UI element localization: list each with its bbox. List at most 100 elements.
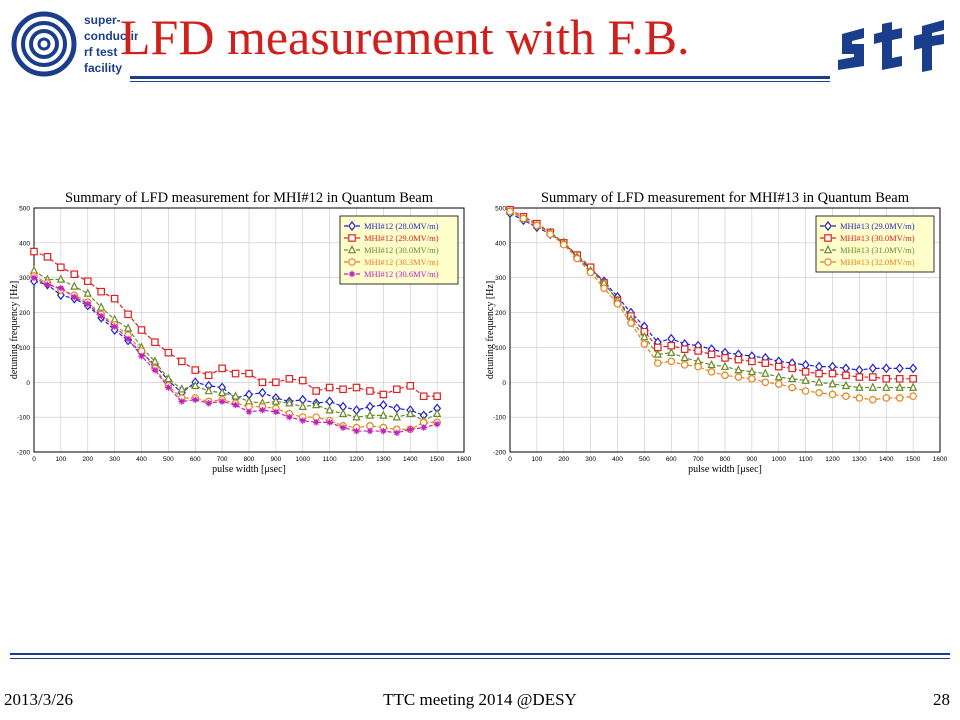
- data-point: [613, 300, 622, 308]
- y-tick-label: 200: [495, 310, 506, 317]
- data-point: [506, 207, 514, 216]
- y-axis-label: detuning frequency [Hz]: [485, 281, 496, 379]
- legend-marker: [348, 270, 356, 278]
- legend-marker: [823, 244, 833, 254]
- data-point: [909, 375, 917, 383]
- data-point: [761, 378, 770, 387]
- stf-logo: [832, 14, 952, 74]
- data-point: [151, 338, 159, 347]
- y-tick-label: 100: [19, 345, 30, 352]
- data-point: [204, 385, 213, 395]
- y-tick-label: -200: [493, 450, 506, 457]
- data-point: [366, 387, 374, 395]
- legend-marker: [348, 221, 356, 231]
- data-point: [546, 230, 555, 238]
- x-tick-label: 1100: [799, 456, 813, 463]
- data-point: [97, 312, 105, 320]
- data-point: [519, 214, 528, 223]
- data-point: [815, 388, 823, 397]
- data-point: [801, 368, 810, 376]
- slide-title: LFD measurement with F.B.: [120, 9, 690, 65]
- series-4: [506, 207, 917, 404]
- data-point: [828, 378, 837, 388]
- data-point: [653, 349, 662, 358]
- data-point: [299, 417, 306, 424]
- data-point: [285, 375, 294, 383]
- data-point: [165, 384, 172, 391]
- x-tick-label: 900: [270, 456, 281, 463]
- legend-marker: [824, 221, 832, 231]
- x-tick-label: 100: [531, 456, 542, 463]
- x-tick-label: 1300: [376, 456, 391, 463]
- data-point: [895, 382, 904, 391]
- y-tick-label: 0: [26, 380, 30, 387]
- data-point: [56, 274, 66, 283]
- data-point: [393, 429, 401, 437]
- x-tick-label: 1600: [457, 456, 472, 463]
- x-tick-label: 400: [136, 456, 147, 463]
- data-point: [433, 420, 441, 428]
- data-point: [747, 366, 757, 376]
- legend-label: MHI#12 (30.0MV/m): [364, 245, 439, 255]
- data-point: [111, 323, 118, 330]
- x-tick-label: 600: [666, 456, 677, 463]
- data-point: [44, 281, 51, 288]
- data-point: [869, 395, 877, 404]
- data-point: [70, 281, 79, 290]
- data-point: [868, 382, 877, 391]
- data-point: [272, 378, 280, 387]
- x-tick-label: 800: [720, 456, 731, 463]
- chart-mhi13: Summary of LFD measurement for MHI#13 in…: [484, 186, 954, 487]
- data-point: [245, 408, 253, 416]
- data-point: [533, 221, 541, 230]
- legend-label: MHI#13 (29.0MV/m): [840, 221, 915, 231]
- data-point: [353, 427, 360, 435]
- legend-box: [815, 215, 935, 273]
- x-tick-label: 1600: [933, 456, 948, 463]
- data-point: [855, 373, 864, 381]
- footer-divider-thin: [10, 658, 950, 659]
- data-point: [680, 345, 689, 353]
- data-point: [379, 390, 388, 399]
- data-point: [83, 288, 92, 297]
- chart-legend: MHI#12 (28.0MV/m) MHI#12 (29.0MV/m) MHI#12…: [339, 215, 459, 285]
- data-point: [124, 335, 132, 342]
- y-tick-label: 0: [502, 380, 506, 387]
- data-point: [694, 347, 702, 355]
- data-point: [177, 384, 186, 393]
- data-point: [379, 399, 388, 410]
- data-point: [178, 357, 186, 366]
- legend-marker: [824, 258, 832, 266]
- data-point: [258, 387, 267, 398]
- title-divider: [130, 76, 830, 79]
- data-point: [814, 377, 824, 386]
- data-point: [191, 366, 200, 374]
- data-point: [801, 387, 810, 395]
- data-point: [842, 371, 850, 380]
- legend-marker: [348, 258, 356, 266]
- data-point: [259, 406, 266, 414]
- data-point: [312, 399, 321, 409]
- data-point: [842, 392, 850, 401]
- data-point: [721, 371, 729, 380]
- data-point: [788, 364, 796, 373]
- data-point: [137, 326, 146, 334]
- data-point: [774, 362, 783, 371]
- data-point: [640, 340, 649, 348]
- data-point: [71, 293, 78, 301]
- data-point: [748, 357, 756, 366]
- data-point: [164, 348, 173, 357]
- x-tick-label: 800: [244, 456, 255, 463]
- data-point: [83, 277, 92, 286]
- data-point: [84, 300, 91, 308]
- x-tick-label: 1400: [403, 456, 418, 463]
- data-point: [43, 252, 52, 261]
- legend-marker: [348, 234, 356, 242]
- data-point: [788, 373, 797, 383]
- data-point: [640, 331, 649, 341]
- data-point: [352, 412, 361, 421]
- y-axis-label: detuning frequency [Hz]: [9, 281, 20, 379]
- data-point: [366, 427, 374, 435]
- data-point: [828, 390, 837, 399]
- data-point: [286, 413, 293, 421]
